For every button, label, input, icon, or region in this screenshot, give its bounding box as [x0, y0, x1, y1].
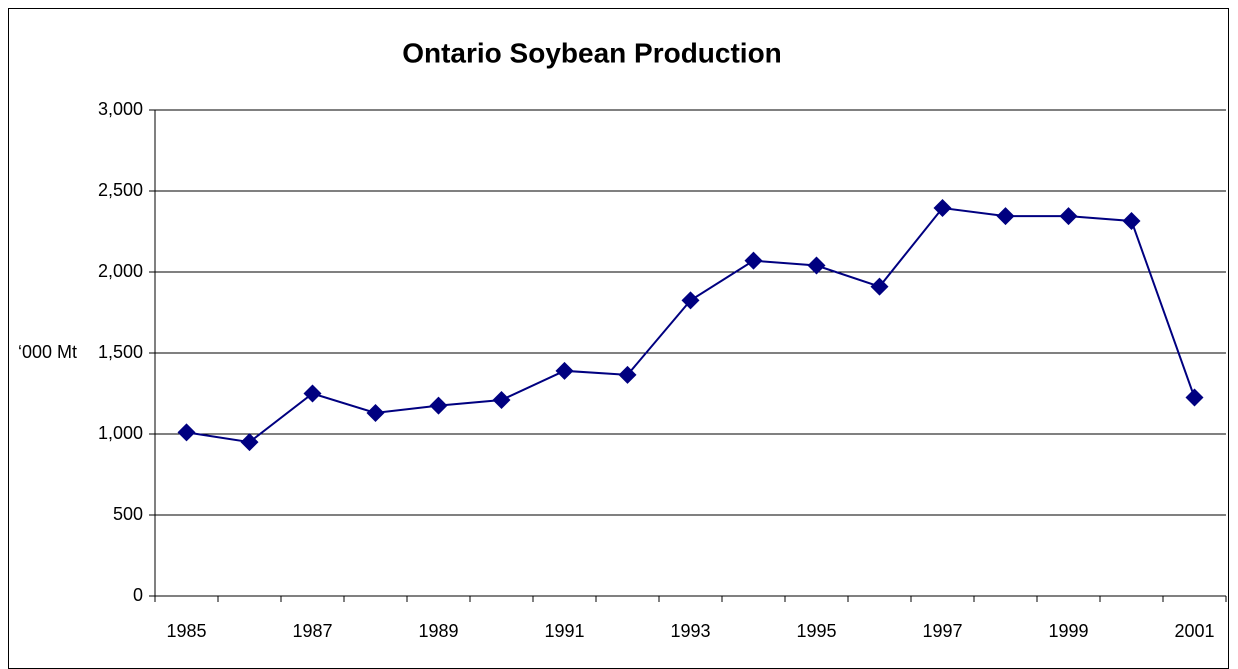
data-point — [177, 423, 196, 442]
data-point — [366, 403, 385, 422]
data-point — [870, 277, 889, 296]
data-point — [681, 291, 700, 310]
data-point — [1122, 211, 1141, 230]
data-point — [807, 256, 826, 275]
x-tick-label: 1995 — [796, 621, 836, 641]
data-point — [1059, 207, 1078, 226]
data-point — [933, 199, 952, 218]
x-tick-label: 1991 — [544, 621, 584, 641]
data-point — [996, 207, 1015, 226]
data-point — [555, 361, 574, 380]
x-tick-label: 1993 — [670, 621, 710, 641]
chart-border — [8, 8, 1229, 669]
y-tick-label: 1,000 — [98, 423, 143, 443]
data-point — [744, 251, 763, 270]
y-tick-label: 2,000 — [98, 261, 143, 281]
x-tick-label: 1987 — [292, 621, 332, 641]
data-point — [618, 365, 637, 384]
x-tick-label: 1985 — [166, 621, 206, 641]
y-tick-label: 3,000 — [98, 99, 143, 119]
data-point — [429, 396, 448, 415]
y-tick-label: 1,500 — [98, 342, 143, 362]
y-tick-label: 2,500 — [98, 180, 143, 200]
data-point — [303, 384, 322, 403]
x-tick-label: 1997 — [922, 621, 962, 641]
y-axis-label: ‘000 Mt — [18, 342, 77, 362]
data-point — [492, 390, 511, 409]
x-tick-label: 2001 — [1174, 621, 1214, 641]
x-tick-label: 1989 — [418, 621, 458, 641]
x-tick-label: 1999 — [1048, 621, 1088, 641]
data-point — [1185, 388, 1204, 407]
y-tick-label: 0 — [133, 585, 143, 605]
data-point — [240, 433, 259, 452]
chart-title: Ontario Soybean Production — [402, 37, 782, 68]
y-tick-label: 500 — [113, 504, 143, 524]
